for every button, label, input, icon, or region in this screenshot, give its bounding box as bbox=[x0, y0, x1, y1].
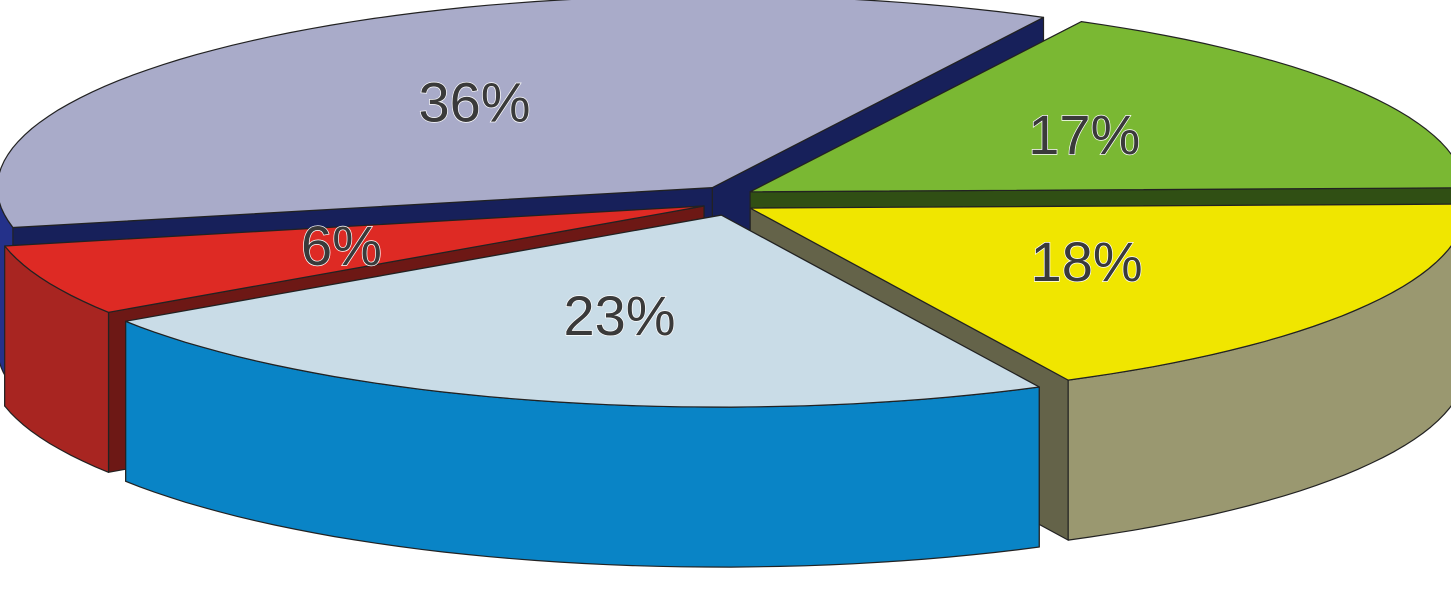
slice-top-36 bbox=[0, 0, 1045, 229]
slice-top-18 bbox=[749, 203, 1451, 381]
slice-top-17 bbox=[749, 21, 1451, 193]
slice-top-6 bbox=[4, 205, 705, 313]
slice-labels: 36% 17% 18% 23% 6% bbox=[300, 70, 1143, 348]
label-18: 18% bbox=[1031, 230, 1143, 293]
label-17: 17% bbox=[1028, 103, 1140, 166]
label-6: 6% bbox=[301, 214, 382, 277]
slice-tops bbox=[0, 0, 1451, 408]
label-36: 36% bbox=[418, 71, 530, 134]
label-23: 23% bbox=[563, 284, 675, 347]
slice-top-23 bbox=[125, 214, 1040, 408]
